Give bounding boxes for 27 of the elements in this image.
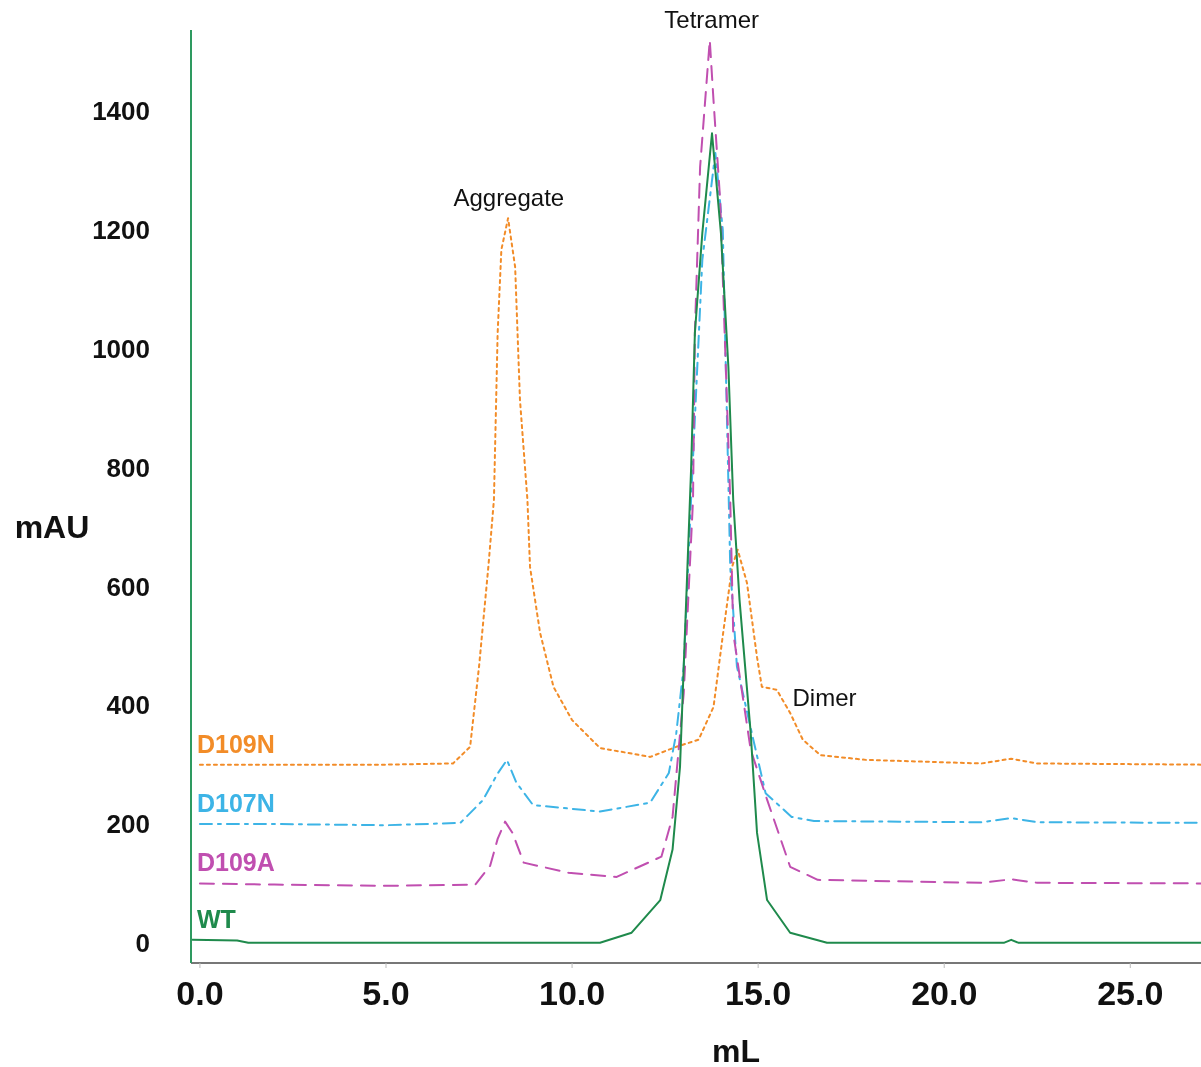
annotation: Tetramer bbox=[664, 6, 759, 34]
y-tick-label: 1200 bbox=[92, 215, 150, 246]
y-tick-label: 800 bbox=[106, 452, 150, 483]
annotation: Dimer bbox=[792, 684, 857, 712]
line-series bbox=[191, 132, 1201, 944]
y-tick-label: 200 bbox=[106, 809, 150, 840]
series-label: D107N bbox=[197, 789, 275, 818]
x-tick-label: 15.0 bbox=[725, 974, 792, 1012]
line-series bbox=[198, 151, 1201, 827]
y-tick-label: 600 bbox=[106, 571, 150, 602]
series-label: WT bbox=[197, 904, 236, 933]
x-tick-label: 5.0 bbox=[362, 974, 410, 1012]
series-label: D109N bbox=[197, 729, 275, 758]
y-tick-label: 1400 bbox=[92, 96, 150, 127]
x-tick-label: 20.0 bbox=[911, 974, 978, 1012]
y-tick-label: 1000 bbox=[92, 334, 150, 365]
y-tick-label: 400 bbox=[106, 690, 150, 721]
series-label: D109A bbox=[197, 848, 275, 877]
y-axis-title: mAU bbox=[14, 508, 90, 545]
line-series bbox=[198, 217, 1201, 766]
x-tick-label: 0.0 bbox=[176, 974, 224, 1012]
x-tick-label: 10.0 bbox=[538, 974, 606, 1012]
annotation: Aggregate bbox=[453, 184, 565, 212]
line-series bbox=[198, 39, 1201, 887]
x-axis-title: mL bbox=[712, 1033, 760, 1067]
x-tick-label: 25.0 bbox=[1097, 974, 1164, 1012]
y-tick-label: 0 bbox=[135, 927, 150, 958]
